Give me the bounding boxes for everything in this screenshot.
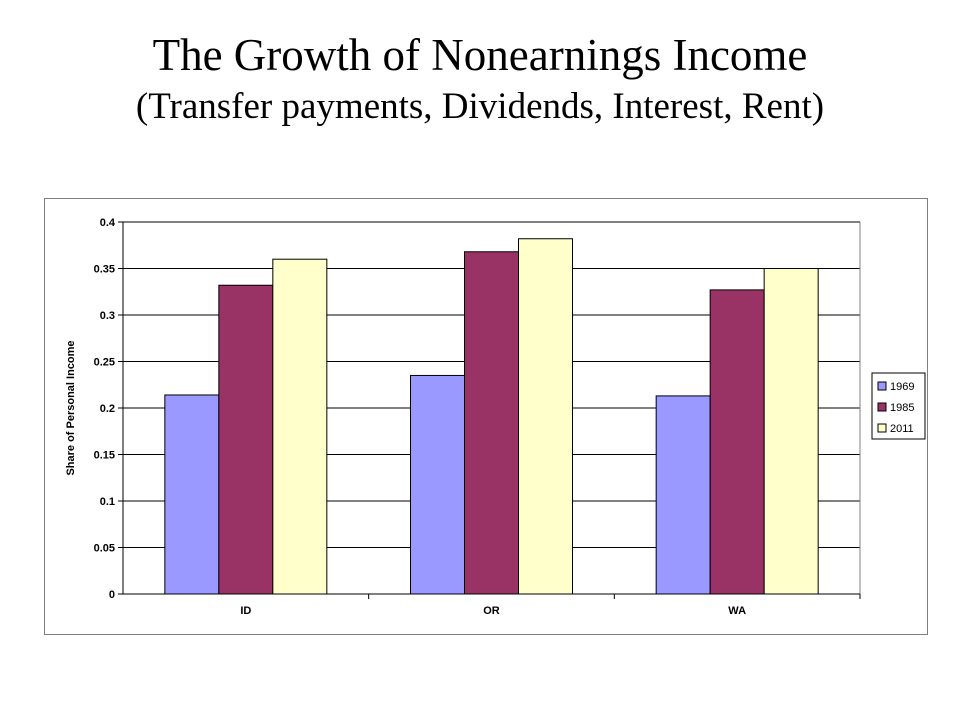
legend-label: 1985 [890,402,914,414]
bar-chart: 0 0.05 0.1 0.15 0.2 0.25 0.3 0.35 0.4 ID OR WA Share… [65,217,926,617]
bar [218,284,274,595]
legend-swatch [877,423,887,433]
bar [464,251,519,595]
legend-label: 2011 [890,423,914,435]
bar [518,238,573,595]
y-tick-label: 0.05 [94,543,115,555]
y-tick-label: 0.25 [94,357,115,369]
y-axis-label: Share of Personal Income [65,340,77,475]
legend-swatch [877,381,887,391]
legend-swatch [877,402,887,412]
bar [410,374,465,595]
bar [655,395,711,595]
chart-subtitle: (Transfer payments, Dividends, Interest,… [135,86,825,127]
y-tick-label: 0.35 [94,264,115,276]
y-tick-label: 0 [109,589,115,601]
y-tick-label: 0.3 [100,310,115,322]
x-tick-label: ID [240,605,251,617]
bar [164,394,220,595]
chart-title: The Growth of Nonearnings Income [152,30,808,80]
y-tick-label: 0.15 [94,450,115,462]
x-tick-label: WA [728,605,746,617]
bar [709,289,765,595]
y-tick-label: 0.2 [100,403,115,415]
slide-title-block: The Growth of Nonearnings Income (Transf… [0,28,960,132]
y-tick-label: 0.4 [100,217,116,229]
bar [272,258,328,595]
y-tick-label: 0.1 [100,496,115,508]
legend-label: 1969 [890,381,914,393]
bar [763,268,819,595]
x-tick-label: OR [483,605,500,617]
